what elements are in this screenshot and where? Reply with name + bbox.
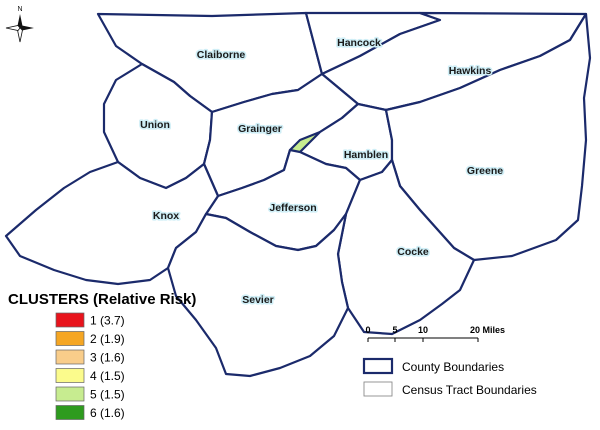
label-cocke: Cocke	[397, 246, 429, 258]
label-sevier: Sevier	[242, 294, 274, 306]
cluster-legend-label-1: 1 (3.7)	[90, 314, 125, 328]
label-knox: Knox	[153, 210, 179, 222]
label-hancock: Hancock	[337, 37, 381, 49]
label-claiborne: Claiborne	[197, 49, 246, 61]
county-labels: Claiborne Hancock Hawkins Union Grainger…	[139, 35, 505, 307]
clusters-legend-title: CLUSTERS (Relative Risk)	[8, 291, 196, 308]
scale-tick-5: 5	[392, 325, 397, 335]
clusters-legend: CLUSTERS (Relative Risk) 1 (3.7) 2 (1.9) 3…	[8, 291, 196, 420]
label-greene: Greene	[467, 165, 503, 177]
tract-boundary-swatch	[363, 381, 393, 397]
label-grainger: Grainger	[238, 123, 282, 135]
north-label: N	[17, 6, 22, 13]
scale-tick-20: 20 Miles	[470, 325, 505, 335]
cluster-swatch-4	[55, 368, 85, 383]
county-boundaries	[4, 11, 592, 378]
scale-bar: 0 5 10 20 Miles	[365, 325, 505, 342]
cluster-swatch-3	[55, 349, 85, 365]
cluster-swatch-2	[55, 331, 85, 346]
county-boundary-label: County Boundaries	[402, 360, 504, 374]
cluster-swatch-1	[55, 312, 85, 328]
cluster-legend-label-6: 6 (1.6)	[90, 406, 125, 420]
boundaries-legend: County Boundaries Census Tract Boundarie…	[362, 357, 537, 397]
label-union: Union	[140, 119, 170, 131]
label-hamblen: Hamblen	[344, 149, 388, 161]
tract-boundary-label: Census Tract Boundaries	[402, 383, 537, 397]
north-arrow: N	[5, 6, 34, 43]
county-sevier	[166, 212, 350, 378]
cluster-swatch-6	[55, 405, 85, 420]
cluster-legend-label-2: 2 (1.9)	[90, 332, 125, 346]
county-knox	[4, 160, 220, 286]
scale-tick-0: 0	[365, 325, 370, 335]
cluster-swatch-5	[55, 386, 85, 402]
scale-tick-10: 10	[418, 325, 428, 335]
label-hawkins: Hawkins	[449, 65, 492, 77]
label-jefferson: Jefferson	[269, 202, 316, 214]
cluster-legend-label-5: 5 (1.5)	[90, 388, 125, 402]
county-boundary-swatch	[362, 357, 394, 375]
cluster-legend-label-4: 4 (1.5)	[90, 369, 125, 383]
cluster-legend-label-3: 3 (1.6)	[90, 351, 125, 365]
